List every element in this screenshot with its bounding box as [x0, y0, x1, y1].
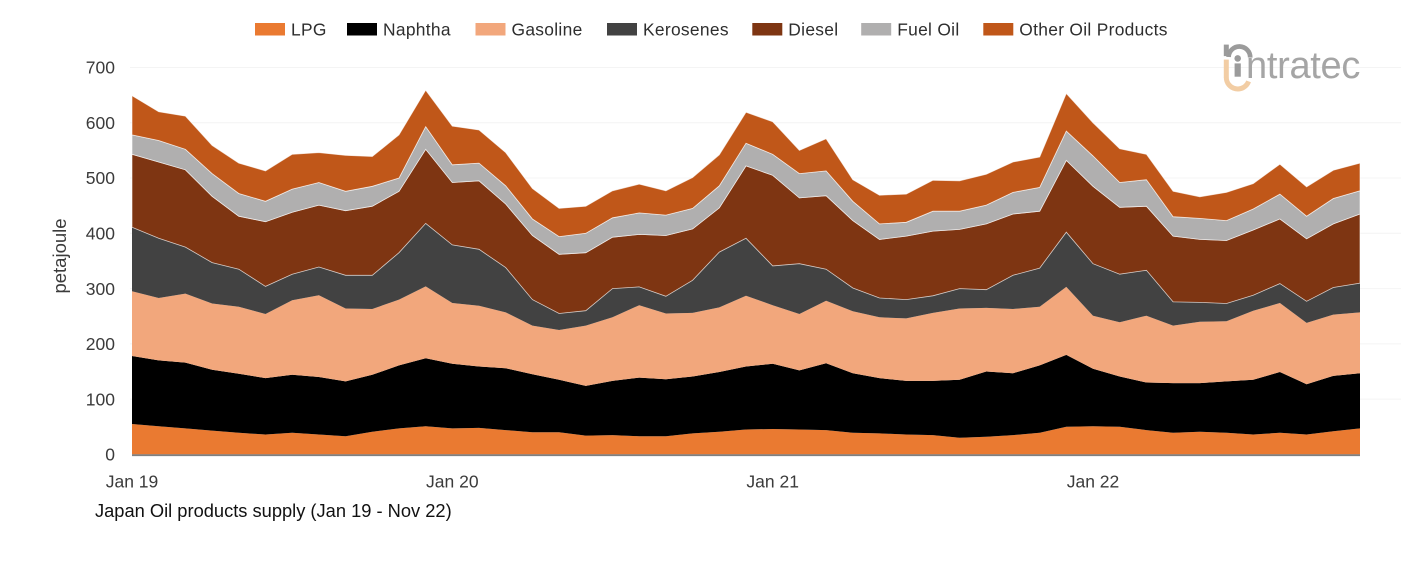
svg-text:Jan 22: Jan 22	[1067, 472, 1120, 492]
svg-text:300: 300	[86, 279, 115, 299]
svg-text:100: 100	[86, 389, 115, 409]
svg-text:Jan 19: Jan 19	[106, 472, 159, 492]
svg-text:Naphtha: Naphtha	[383, 19, 451, 39]
svg-text:Japan Oil products supply (Jan: Japan Oil products supply (Jan 19 - Nov …	[95, 500, 452, 521]
svg-text:petajoule: petajoule	[49, 218, 70, 293]
svg-text:Jan 21: Jan 21	[746, 472, 799, 492]
svg-text:Fuel Oil: Fuel Oil	[897, 19, 959, 39]
svg-text:0: 0	[105, 445, 115, 465]
svg-text:600: 600	[86, 113, 115, 133]
svg-text:Jan 20: Jan 20	[426, 472, 479, 492]
svg-text:Kerosenes: Kerosenes	[643, 19, 729, 39]
svg-text:Diesel: Diesel	[788, 19, 838, 39]
svg-text:400: 400	[86, 224, 115, 244]
svg-text:500: 500	[86, 168, 115, 188]
svg-text:LPG: LPG	[291, 19, 327, 39]
svg-text:ntratec: ntratec	[1246, 45, 1360, 87]
svg-text:Other Oil Products: Other Oil Products	[1019, 19, 1167, 39]
svg-text:Gasoline: Gasoline	[512, 19, 583, 39]
svg-text:700: 700	[86, 58, 115, 78]
svg-text:200: 200	[86, 334, 115, 354]
